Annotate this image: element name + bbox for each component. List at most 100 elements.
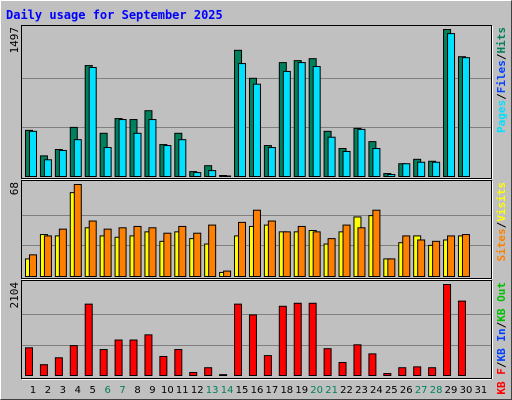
bar bbox=[39, 364, 48, 376]
bar bbox=[178, 139, 187, 177]
bar bbox=[402, 163, 411, 177]
bar bbox=[353, 344, 362, 377]
legend-separator: / bbox=[495, 361, 508, 368]
x-tick-label: 21 bbox=[325, 385, 338, 396]
bar bbox=[387, 174, 396, 177]
bar bbox=[387, 258, 396, 278]
x-tick-label: 20 bbox=[310, 385, 323, 396]
bar bbox=[43, 159, 52, 177]
bar bbox=[357, 128, 366, 178]
x-tick-label: 8 bbox=[134, 385, 140, 396]
bar bbox=[193, 172, 202, 177]
bar bbox=[417, 161, 426, 177]
bar bbox=[312, 231, 321, 277]
x-tick-label: 1 bbox=[30, 385, 36, 396]
bar bbox=[58, 149, 67, 177]
bar bbox=[447, 33, 456, 177]
bar bbox=[118, 227, 127, 277]
bar bbox=[29, 254, 37, 277]
bar bbox=[252, 83, 261, 177]
bar bbox=[238, 221, 247, 277]
x-tick-label: 14 bbox=[221, 385, 234, 396]
bar bbox=[73, 139, 82, 177]
x-tick-label: 16 bbox=[251, 385, 264, 396]
bar bbox=[174, 349, 183, 377]
legend-entry: KB F bbox=[495, 368, 508, 395]
bar bbox=[338, 362, 347, 377]
x-tick-label: 27 bbox=[415, 385, 428, 396]
bar bbox=[103, 228, 112, 278]
x-tick-label: 6 bbox=[104, 385, 110, 396]
bar bbox=[193, 232, 202, 278]
bar bbox=[457, 300, 466, 376]
bar bbox=[163, 145, 172, 177]
bar bbox=[252, 209, 261, 278]
bar bbox=[443, 284, 452, 376]
x-tick-label: 10 bbox=[161, 385, 174, 396]
legend-entry: KB Out bbox=[495, 282, 508, 322]
bar bbox=[417, 239, 426, 277]
bar bbox=[308, 302, 317, 376]
chart-title: Daily usage for September 2025 bbox=[6, 8, 223, 22]
bar bbox=[461, 234, 470, 277]
bar bbox=[372, 209, 381, 278]
bar bbox=[73, 184, 82, 277]
x-tick-label: 9 bbox=[149, 385, 155, 396]
legend-entry: Files bbox=[495, 60, 508, 93]
x-tick-label: 2 bbox=[45, 385, 51, 396]
bar bbox=[267, 147, 276, 177]
bar bbox=[178, 225, 187, 277]
x-tick-label: 19 bbox=[295, 385, 308, 396]
bar bbox=[372, 148, 381, 177]
bar bbox=[282, 231, 291, 277]
bar bbox=[223, 270, 232, 277]
x-tick-label: 25 bbox=[385, 385, 398, 396]
bar bbox=[103, 147, 112, 177]
bar bbox=[342, 224, 351, 278]
bar bbox=[219, 374, 228, 376]
x-tick-label: 15 bbox=[236, 385, 249, 396]
bar bbox=[114, 339, 123, 376]
bar bbox=[432, 161, 441, 177]
bar bbox=[29, 130, 37, 178]
bar bbox=[163, 232, 172, 278]
x-tick-label: 4 bbox=[75, 385, 81, 396]
bar bbox=[118, 119, 127, 177]
x-tick-label: 23 bbox=[355, 385, 368, 396]
bar bbox=[398, 367, 407, 377]
bar bbox=[327, 238, 336, 277]
bar bbox=[297, 62, 306, 177]
bar bbox=[204, 367, 213, 377]
bar bbox=[234, 303, 243, 376]
bar bbox=[248, 314, 257, 376]
bar bbox=[312, 66, 321, 177]
legend-entry: Sites bbox=[495, 228, 508, 261]
x-tick-label: 29 bbox=[445, 385, 458, 396]
bar bbox=[133, 225, 142, 277]
bar bbox=[25, 347, 33, 377]
bar bbox=[208, 224, 217, 278]
x-tick-label: 7 bbox=[119, 385, 125, 396]
bar bbox=[323, 348, 332, 377]
x-tick-label: 30 bbox=[460, 385, 473, 396]
legend: KB F/KB In/KB Out bbox=[495, 282, 508, 395]
bar bbox=[461, 57, 470, 177]
bar bbox=[357, 227, 366, 277]
legend-entry: KB In bbox=[495, 328, 508, 361]
bar bbox=[148, 227, 157, 277]
legend-separator: / bbox=[495, 53, 508, 60]
bar bbox=[297, 225, 306, 277]
bar bbox=[88, 67, 97, 177]
bar bbox=[263, 355, 272, 376]
legend: Sites/Visits bbox=[495, 182, 508, 262]
legend-separator: / bbox=[495, 321, 508, 328]
bar bbox=[282, 70, 291, 177]
x-tick-label: 13 bbox=[206, 385, 219, 396]
bar bbox=[69, 345, 78, 376]
legend-separator: / bbox=[495, 221, 508, 228]
bar bbox=[368, 353, 377, 376]
legend-separator: / bbox=[495, 93, 508, 100]
bar bbox=[189, 371, 198, 377]
